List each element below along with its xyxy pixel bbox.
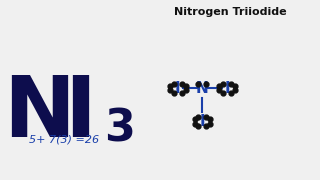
Text: I: I [200, 114, 205, 129]
Text: Nitrogen Triiodide: Nitrogen Triiodide [174, 7, 287, 17]
Text: 5+ 7(3) =26: 5+ 7(3) =26 [29, 135, 99, 145]
Text: I: I [64, 72, 96, 155]
Text: I: I [175, 81, 180, 96]
Text: I: I [224, 81, 230, 96]
Text: N: N [3, 72, 75, 155]
Text: N: N [196, 81, 209, 96]
Text: 3: 3 [104, 108, 135, 151]
